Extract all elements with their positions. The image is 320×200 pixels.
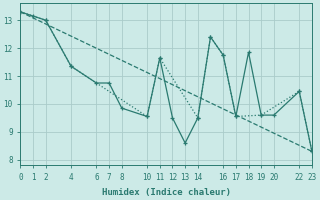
X-axis label: Humidex (Indice chaleur): Humidex (Indice chaleur)	[102, 188, 231, 197]
